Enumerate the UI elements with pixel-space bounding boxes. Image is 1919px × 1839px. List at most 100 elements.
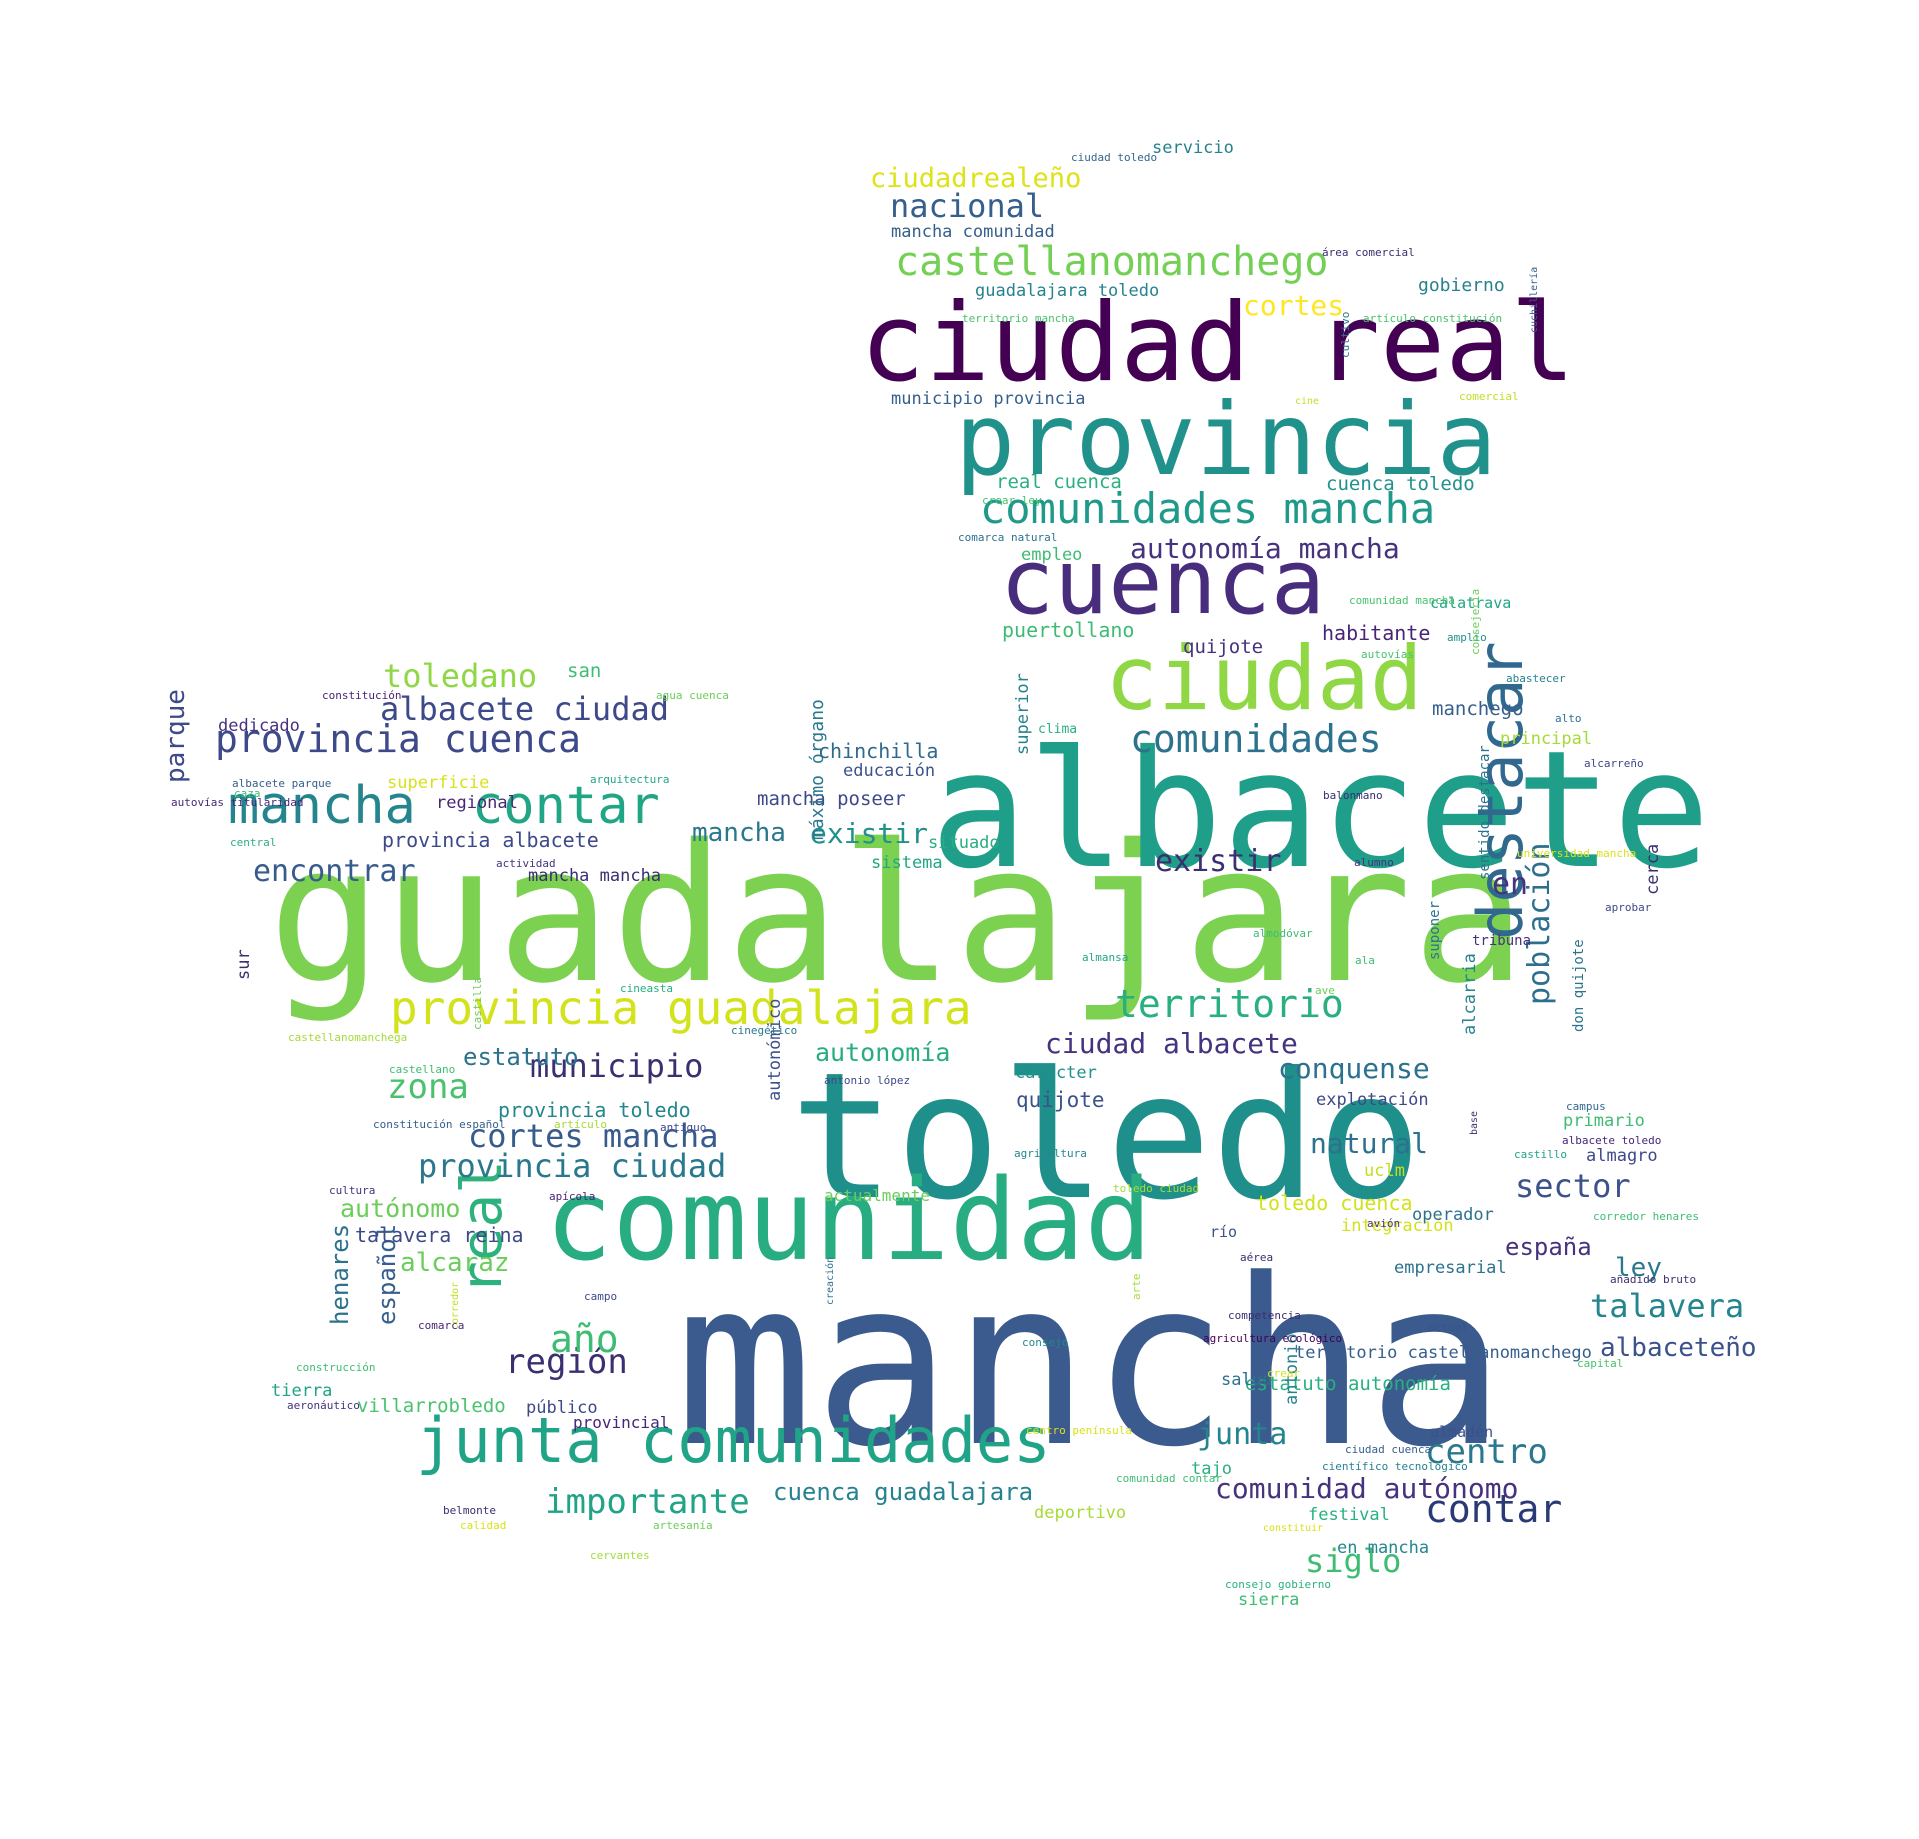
cloud-word: talavera reina	[355, 1223, 524, 1247]
cloud-word: contar	[472, 776, 660, 836]
cloud-word: educación	[843, 761, 936, 781]
cloud-word: mancha	[675, 1231, 1506, 1498]
cloud-word: provincia ciudad	[418, 1147, 727, 1185]
cloud-word: encontrar	[253, 854, 416, 889]
cloud-word: albacete parque	[232, 777, 332, 790]
cloud-word: tribuna	[1472, 933, 1532, 949]
cloud-word: empleo	[1021, 545, 1083, 565]
cloud-word: castillo	[1514, 1148, 1567, 1161]
cloud-word: constituir	[1263, 1523, 1324, 1534]
cloud-word: comunidad contar	[1116, 1472, 1222, 1485]
cloud-word: municipio	[530, 1047, 704, 1085]
cloud-word: ciudadrealeño	[870, 163, 1082, 194]
cloud-word: estatuto autonomía	[1245, 1373, 1451, 1395]
cloud-word: existir	[1155, 844, 1282, 879]
cloud-word: aprobar	[1605, 901, 1652, 914]
cloud-word: provincial	[573, 1413, 670, 1432]
cloud-word: artesanía	[653, 1519, 713, 1532]
cloud-word: toledo ciudad	[1113, 1182, 1200, 1195]
cloud-word: autonomía mancha	[1130, 532, 1400, 565]
cloud-word: almagro	[1586, 1146, 1658, 1166]
cloud-word: existir	[810, 817, 929, 850]
cloud-word: mancha	[692, 818, 786, 848]
cloud-word: autonomía	[815, 1038, 951, 1067]
cloud-word: antiguo	[660, 1121, 707, 1134]
cloud-word: centro península	[1026, 1424, 1132, 1437]
cloud-word: junta	[1197, 1417, 1288, 1452]
cloud-word: importante	[545, 1482, 750, 1522]
cloud-word: provincia albacete	[382, 828, 599, 852]
cloud-word: año	[550, 1317, 619, 1361]
cloud-word: provincia toledo	[498, 1098, 691, 1122]
cloud-word: ciudad	[1105, 627, 1423, 730]
cloud-word: castellanomanchega	[288, 1031, 408, 1044]
cloud-word: aeronáutico	[287, 1399, 360, 1412]
cloud-word: científico tecnológico	[1322, 1460, 1468, 1473]
cloud-word: calidad	[460, 1519, 507, 1532]
cloud-word: sentido destacar	[1477, 745, 1493, 880]
cloud-word: cortes	[1243, 289, 1345, 322]
cloud-word: constitución español	[373, 1118, 506, 1131]
cloud-word: autovías titularidad	[171, 796, 304, 809]
cloud-word: carácter	[1015, 1063, 1097, 1083]
cloud-word: superficie	[387, 773, 490, 793]
cloud-word: principal	[1500, 729, 1593, 749]
cloud-word: agricultura ecológico	[1203, 1332, 1343, 1345]
cloud-word: río	[1210, 1223, 1238, 1241]
cloud-word: sierra	[1238, 1590, 1300, 1610]
cloud-word: albacete	[930, 717, 1711, 905]
cloud-word: en	[1492, 867, 1529, 902]
cloud-word: estatuto	[463, 1043, 579, 1071]
cloud-word: explotación	[1316, 1090, 1429, 1110]
cloud-word: ciudad cuenca	[1345, 1443, 1432, 1456]
cloud-word: festival	[1308, 1505, 1390, 1525]
cloud-word: albacete ciudad	[380, 690, 669, 728]
cloud-word: deportivo	[1034, 1503, 1127, 1523]
cloud-word: manchego	[1432, 698, 1524, 720]
cloud-word: área comercial	[1322, 246, 1415, 259]
cloud-word: provincia cuenca	[215, 717, 582, 761]
cloud-word: cineasta	[620, 982, 673, 995]
cloud-word: dedicado	[218, 716, 300, 736]
cloud-word: comunidad	[545, 1156, 1152, 1286]
cloud-word: autonómico	[765, 998, 785, 1101]
cloud-word: cervantes	[590, 1549, 650, 1562]
cloud-word: construcción	[296, 1361, 376, 1374]
cloud-word: comunidades mancha	[980, 484, 1436, 533]
cloud-word: san	[567, 660, 602, 682]
cloud-word: central	[230, 836, 277, 849]
cloud-word: crear ley	[982, 494, 1042, 507]
cloud-word: almansa	[1082, 951, 1129, 964]
cloud-word: alcaraz	[400, 1248, 510, 1278]
cloud-word: salud	[1221, 1370, 1273, 1390]
cloud-word: quijote	[1016, 1088, 1105, 1112]
cloud-word: consejo gobierno	[1225, 1578, 1331, 1591]
cloud-word: creación	[825, 1256, 836, 1305]
cloud-word: máximo órgano	[807, 699, 828, 840]
cloud-word: ave	[1315, 984, 1335, 997]
cloud-word: constitución	[322, 689, 402, 702]
cloud-word: empresarial	[1394, 1258, 1507, 1278]
cloud-word: comunidad autónomo	[1215, 1472, 1519, 1505]
cloud-word: avión	[1367, 1217, 1401, 1230]
cloud-word: autónomo	[340, 1194, 461, 1223]
cloud-word: castellanomanchego	[895, 239, 1329, 285]
cloud-word: territorio castellanomanchego	[1295, 1343, 1592, 1363]
cloud-word: albacete toledo	[1562, 1134, 1662, 1147]
cloud-word: primario	[1563, 1111, 1645, 1131]
cloud-word: castilla	[471, 977, 484, 1030]
cloud-word: servicio	[1152, 138, 1234, 158]
cloud-word: zona	[387, 1067, 469, 1107]
cloud-word: sector	[1515, 1167, 1631, 1205]
cloud-word: don quijote	[1571, 939, 1587, 1032]
cloud-word: alto	[1555, 712, 1582, 725]
cloud-word: cultura	[329, 1184, 376, 1197]
cloud-word: consejo	[1022, 1336, 1069, 1349]
cloud-word: provincia guadalajara	[390, 981, 972, 1035]
cloud-word: actualmente	[824, 1186, 930, 1205]
cloud-word: en mancha	[1337, 1538, 1430, 1558]
cloud-word: actividad	[496, 857, 556, 870]
cloud-word: guadalajara	[268, 804, 1527, 1025]
cloud-word: comercial	[1459, 390, 1519, 403]
